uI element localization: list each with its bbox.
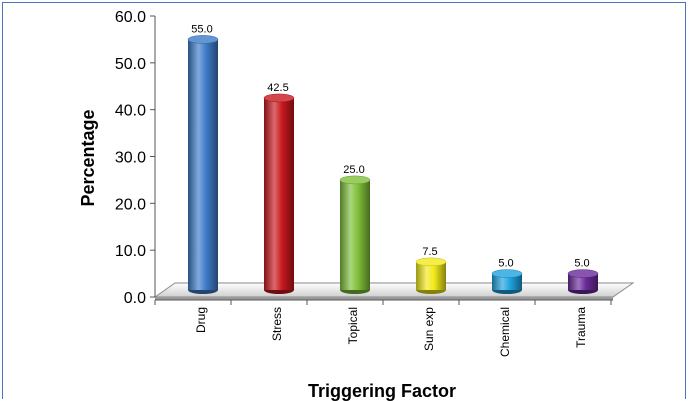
data-label: 7.5 bbox=[422, 246, 437, 258]
floor-edge bbox=[155, 297, 613, 300]
y-tick-label: 60.0 bbox=[115, 9, 146, 26]
x-axis-title: Triggering Factor bbox=[308, 381, 456, 401]
data-labels: 55.0 42.5 25.0 7.5 5.0 5.0 bbox=[191, 23, 589, 269]
x-tick-label: Sun exp bbox=[422, 307, 436, 351]
data-label: 55.0 bbox=[191, 23, 212, 35]
x-tick-label: Chemical bbox=[498, 307, 512, 357]
data-label: 5.0 bbox=[574, 258, 589, 270]
y-tick-label: 10.0 bbox=[115, 243, 146, 260]
bar-chemical bbox=[491, 269, 523, 294]
y-tick-label: 30.0 bbox=[115, 150, 146, 167]
y-tick-label: 20.0 bbox=[115, 196, 146, 213]
y-tick-label: 50.0 bbox=[115, 56, 146, 73]
x-tick-label: Trauma bbox=[574, 307, 588, 348]
y-tick-labels: 0.0 10.0 20.0 30.0 40.0 50.0 60.0 bbox=[115, 9, 146, 307]
data-label: 42.5 bbox=[267, 82, 288, 94]
data-label: 25.0 bbox=[343, 164, 364, 176]
y-tick-label: 0.0 bbox=[124, 290, 146, 307]
bar-drug bbox=[187, 35, 219, 294]
x-tick-labels: Drug Stress Topical Sun exp Chemical Trauma bbox=[194, 307, 588, 357]
y-axis-title: Percentage bbox=[78, 109, 98, 206]
bar-sun-exp bbox=[415, 257, 447, 294]
data-label: 5.0 bbox=[498, 258, 513, 270]
x-axis bbox=[154, 299, 613, 305]
x-tick-label: Drug bbox=[194, 307, 208, 333]
bar-trauma bbox=[567, 269, 599, 294]
chart-floor bbox=[153, 282, 635, 300]
floor-plane bbox=[153, 282, 635, 298]
bars bbox=[187, 35, 599, 294]
y-axis bbox=[150, 15, 156, 298]
x-tick-label: Stress bbox=[270, 307, 284, 341]
x-tick-label: Topical bbox=[346, 307, 360, 344]
y-tick-label: 40.0 bbox=[115, 103, 146, 120]
bar-topical bbox=[339, 175, 371, 294]
bar-stress bbox=[263, 93, 295, 294]
